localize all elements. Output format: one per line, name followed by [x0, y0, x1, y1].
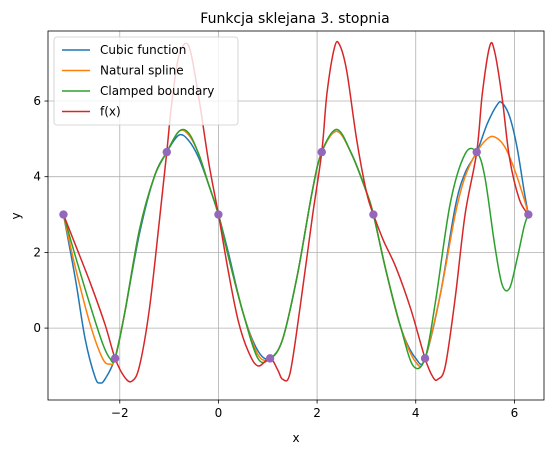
y-tick-label: 6	[33, 94, 41, 108]
chart-title: Funkcja sklejana 3. stopnia	[200, 11, 389, 27]
legend-label: Clamped boundary	[100, 84, 214, 98]
x-tick-label: 4	[412, 406, 420, 420]
x-axis-label: x	[292, 431, 299, 445]
legend-label: f(x)	[100, 105, 121, 119]
legend-label: Natural spline	[100, 64, 184, 78]
legend-label: Cubic function	[100, 43, 186, 57]
data-point	[110, 354, 120, 363]
data-point	[369, 210, 378, 219]
y-axis-label: y	[9, 212, 23, 219]
x-tick-label: 6	[511, 406, 519, 420]
data-point	[214, 210, 223, 219]
grid	[48, 31, 544, 400]
data-point	[524, 210, 533, 219]
y-tick-label: 4	[33, 170, 41, 184]
data-point	[472, 147, 481, 157]
x-tick-label: 2	[313, 406, 321, 420]
legend-box	[53, 36, 239, 126]
ticks: −2 0 2 4 6 0 2 4 6	[33, 94, 518, 420]
data-point	[420, 354, 430, 363]
y-tick-label: 0	[33, 321, 41, 335]
data-point	[265, 354, 275, 363]
x-tick-label: −2	[111, 406, 129, 420]
legend: Cubic function Natural spline Clamped boun…	[53, 36, 239, 126]
points-layer	[59, 147, 533, 363]
data-point	[317, 147, 326, 157]
axes-frame	[47, 30, 545, 401]
series-line-f-x	[62, 40, 530, 383]
data-point	[162, 147, 171, 157]
x-tick-label: 0	[215, 406, 223, 420]
y-tick-label: 2	[33, 245, 41, 259]
data-point	[59, 210, 68, 219]
